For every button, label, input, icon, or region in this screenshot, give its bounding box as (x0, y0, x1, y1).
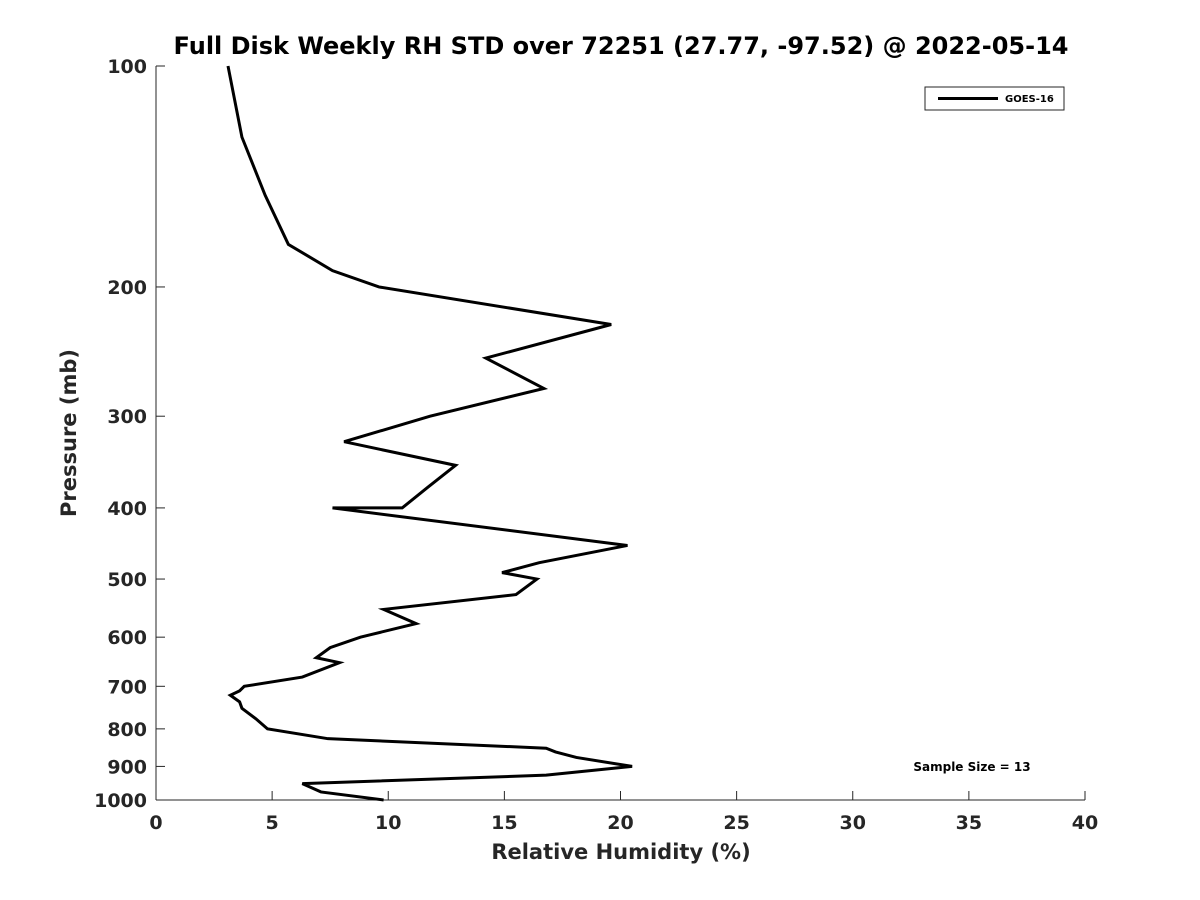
x-axis-ticks: 0 5 10 15 20 25 30 35 40 (149, 791, 1098, 834)
x-tick-label: 10 (375, 812, 401, 834)
sample-size-annotation: Sample Size = 13 (913, 760, 1030, 774)
y-tick-label: 400 (107, 498, 147, 520)
x-tick-label: 0 (149, 812, 162, 834)
series-line-goes-16 (226, 65, 633, 802)
x-axis-label: Relative Humidity (%) (491, 840, 750, 864)
y-axis-ticks: 100 200 300 400 500 600 700 800 900 1000 (94, 56, 165, 812)
x-tick-label: 20 (607, 812, 633, 834)
y-tick-label: 500 (107, 569, 147, 591)
y-tick-label: 600 (107, 627, 147, 649)
y-tick-label: 200 (107, 277, 147, 299)
x-tick-label: 40 (1072, 812, 1098, 834)
series-layer (226, 65, 633, 802)
x-tick-label: 30 (840, 812, 866, 834)
x-tick-label: 5 (266, 812, 279, 834)
chart-title: Full Disk Weekly RH STD over 72251 (27.7… (174, 32, 1069, 60)
x-tick-label: 25 (723, 812, 749, 834)
x-tick-label: 35 (956, 812, 982, 834)
y-tick-label: 300 (107, 406, 147, 428)
legend-label-goes-16: GOES-16 (1005, 94, 1054, 105)
x-tick-label: 15 (491, 812, 517, 834)
y-tick-label: 900 (107, 756, 147, 778)
axes (155, 66, 1085, 801)
y-tick-label: 1000 (94, 790, 147, 812)
y-axis-label: Pressure (mb) (57, 349, 81, 517)
legend: GOES-16 (924, 86, 1065, 111)
y-tick-label: 700 (107, 676, 147, 698)
y-tick-label: 800 (107, 719, 147, 741)
y-tick-label: 100 (107, 56, 147, 78)
